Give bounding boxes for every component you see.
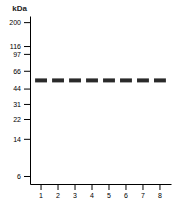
tick-mark — [24, 104, 30, 105]
y-tick: 44 — [13, 85, 30, 92]
tick-mark — [75, 184, 76, 190]
band — [35, 78, 47, 82]
tick-mark — [125, 184, 126, 190]
tick-label: 3 — [73, 192, 77, 199]
x-tick: 1 — [39, 184, 43, 199]
y-tick: 97 — [13, 51, 30, 58]
tick-label: 200 — [9, 19, 21, 26]
band — [120, 78, 132, 82]
tick-mark — [24, 139, 30, 140]
tick-label: 6 — [17, 173, 21, 180]
axis-line — [31, 184, 172, 185]
tick-mark — [58, 184, 59, 190]
tick-label: 5 — [107, 192, 111, 199]
band — [137, 78, 149, 82]
band — [154, 78, 166, 82]
tick-label: 66 — [13, 68, 21, 75]
y-tick: 31 — [13, 101, 30, 108]
tick-mark — [108, 184, 109, 190]
y-tick: 6 — [17, 173, 30, 180]
tick-mark — [24, 119, 30, 120]
tick-label: 8 — [158, 192, 162, 199]
y-tick: 116 — [10, 43, 30, 50]
tick-mark — [159, 184, 160, 190]
x-axis: 1 2 3 4 5 6 7 8 — [31, 184, 172, 199]
title: kDa — [12, 4, 27, 13]
x-tick: 3 — [73, 184, 77, 199]
tick-label: 22 — [13, 116, 21, 123]
chart: 200 11697 66 44 31 22 14 6 1 2 3 4 5 6 7 8 kDa — [0, 0, 177, 200]
tick-label: 31 — [13, 101, 21, 108]
tick-label: 1 — [39, 192, 43, 199]
x-tick: 4 — [90, 184, 94, 199]
y-tick: 14 — [13, 136, 30, 143]
tick-mark — [92, 184, 93, 190]
tick-label: 6 — [124, 192, 128, 199]
tick-label: 4 — [90, 192, 94, 199]
tick-mark — [142, 184, 143, 190]
tick-label: 44 — [13, 85, 21, 92]
tick-label: 116 — [10, 43, 21, 50]
plot: 200 11697 66 44 31 22 14 6 1 2 3 4 5 6 7 8 — [9, 17, 171, 199]
band — [69, 78, 81, 82]
y-tick: 200 — [9, 19, 30, 26]
band — [52, 78, 64, 82]
tick-label: 14 — [13, 136, 21, 143]
x-tick: 6 — [124, 184, 128, 199]
tick-mark — [24, 71, 30, 72]
tick-mark — [24, 176, 30, 177]
x-tick: 8 — [158, 184, 162, 199]
band — [86, 78, 98, 82]
marks — [35, 78, 166, 82]
tick-mark — [24, 22, 30, 23]
y-axis: 200 11697 66 44 31 22 14 6 — [9, 17, 30, 185]
tick-mark — [24, 89, 30, 90]
band — [103, 78, 115, 82]
tick-mark — [41, 184, 42, 190]
tick-mark — [24, 54, 30, 55]
tick-label: 7 — [141, 192, 145, 199]
axis-line — [30, 17, 31, 185]
x-tick: 5 — [107, 184, 111, 199]
x-tick: 2 — [56, 184, 60, 199]
x-tick: 7 — [141, 184, 145, 199]
y-tick: 22 — [13, 116, 30, 123]
tick-label: 2 — [56, 192, 60, 199]
tick-mark — [24, 46, 30, 47]
y-tick: 66 — [13, 68, 30, 75]
tick-label: 97 — [13, 51, 21, 58]
